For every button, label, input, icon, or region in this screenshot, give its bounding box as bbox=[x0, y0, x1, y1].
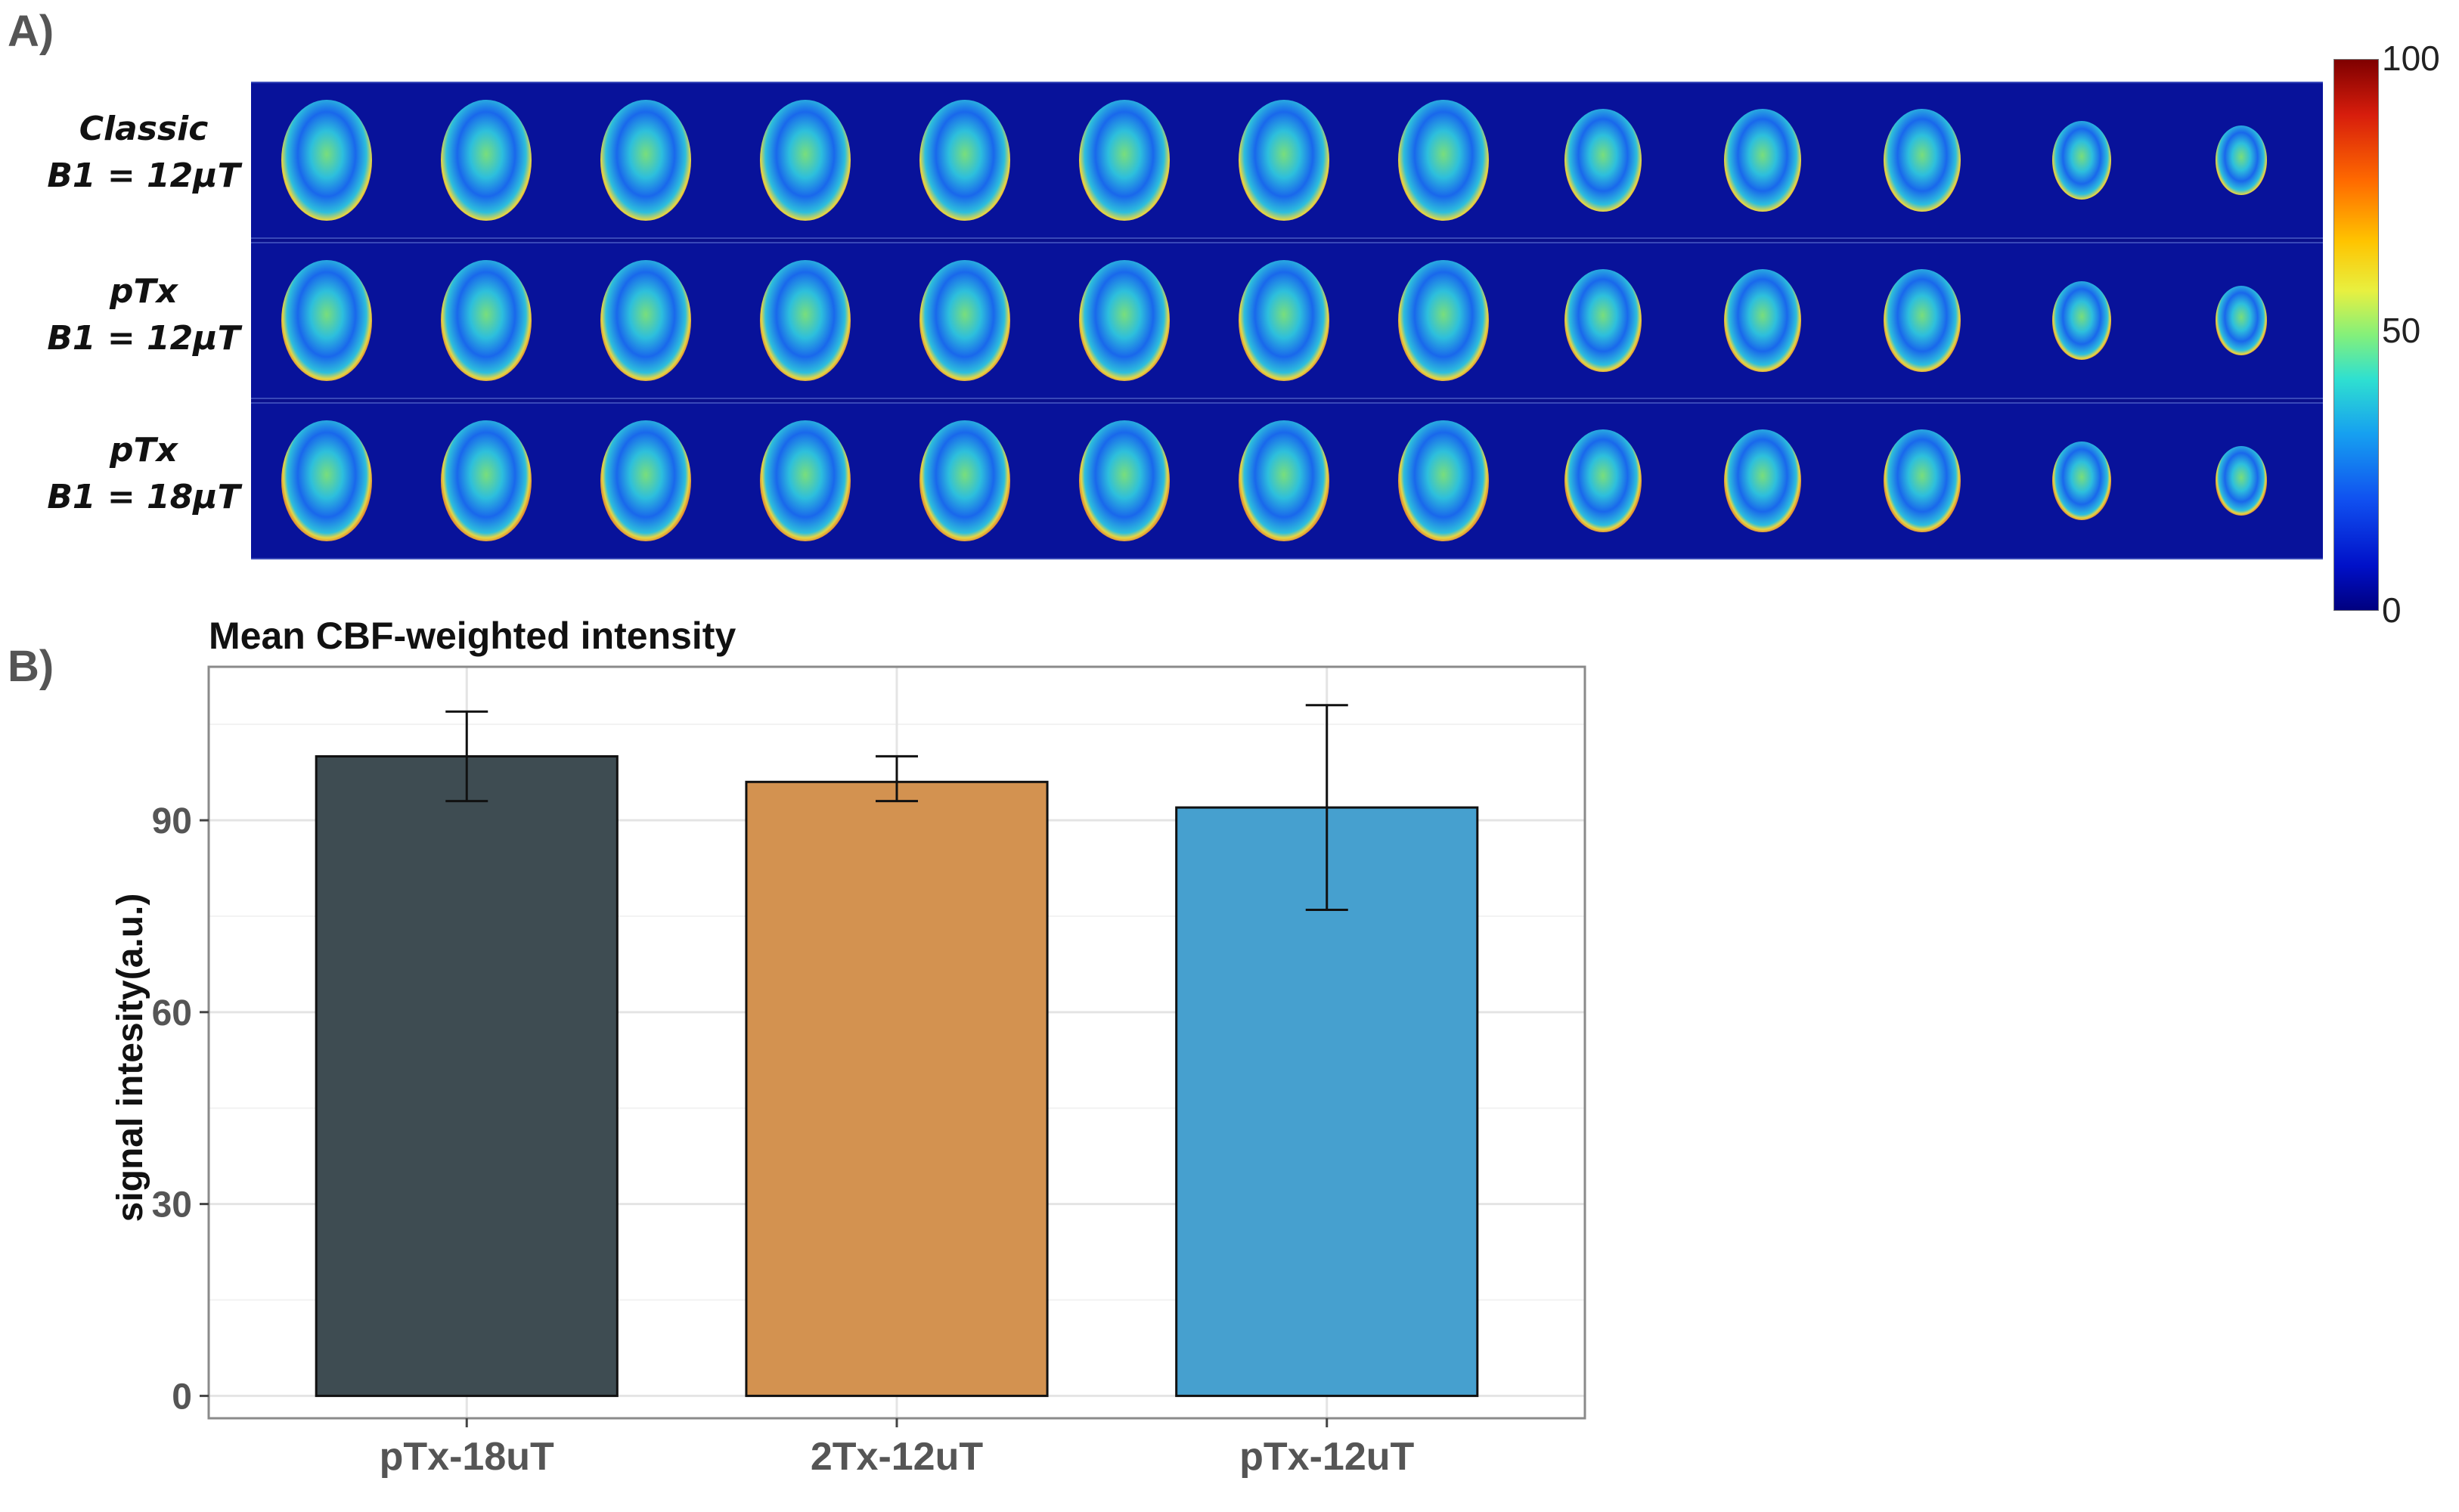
brain-slice bbox=[1239, 100, 1329, 221]
brain-slice bbox=[760, 100, 851, 221]
colorbar-mid-label: 50 bbox=[2382, 311, 2421, 350]
row-label-line2: B1 = 12μT bbox=[47, 156, 240, 195]
brain-slice bbox=[2052, 121, 2111, 200]
brain-slice bbox=[1079, 420, 1170, 541]
row-label-ptx-18: pTx B1 = 18μT bbox=[30, 427, 257, 521]
panel-b-label: B) bbox=[8, 642, 54, 691]
brain-slice bbox=[600, 420, 691, 541]
brain-slice bbox=[2052, 442, 2111, 520]
brain-slice bbox=[1884, 269, 1961, 372]
brain-slice bbox=[1398, 420, 1489, 541]
row-label-line1: Classic bbox=[79, 110, 209, 148]
x-tick-label: pTx-12uT bbox=[1239, 1435, 1414, 1479]
brain-slice bbox=[1564, 269, 1642, 372]
map-row-ptx-12 bbox=[251, 242, 2323, 399]
row-label-line1: pTx bbox=[110, 272, 178, 311]
map-row-ptx-18 bbox=[251, 402, 2323, 559]
brain-slice bbox=[1079, 100, 1170, 221]
brain-slice bbox=[1884, 429, 1961, 532]
brain-slice bbox=[760, 260, 851, 381]
brain-slice bbox=[919, 260, 1010, 381]
row-label-line2: B1 = 18μT bbox=[47, 478, 240, 516]
brain-slice bbox=[600, 260, 691, 381]
y-tick-label: 30 bbox=[152, 1185, 192, 1225]
brain-slice bbox=[600, 100, 691, 221]
chart-title: Mean CBF-weighted intensity bbox=[209, 615, 736, 657]
brain-slice bbox=[2215, 446, 2268, 516]
brain-slice bbox=[1398, 260, 1489, 381]
brain-slice bbox=[760, 420, 851, 541]
brain-slice bbox=[1884, 109, 1961, 212]
brain-slice bbox=[281, 260, 372, 381]
brain-slice bbox=[1564, 109, 1642, 212]
brain-slice bbox=[1724, 269, 1801, 372]
y-tick-label: 0 bbox=[172, 1377, 192, 1417]
brain-slice bbox=[919, 100, 1010, 221]
colorbar-max-label: 100 bbox=[2382, 39, 2440, 78]
perfusion-map-strip bbox=[251, 82, 2323, 559]
brain-slice bbox=[1239, 420, 1329, 541]
brain-slice bbox=[1398, 100, 1489, 221]
x-tick-label: 2Tx-12uT bbox=[811, 1435, 984, 1479]
row-label-line2: B1 = 12μT bbox=[47, 319, 240, 358]
brain-slice bbox=[2215, 286, 2268, 355]
bar-2Tx-12uT bbox=[745, 780, 1049, 1397]
brain-slice bbox=[1079, 260, 1170, 381]
brain-slice bbox=[2052, 281, 2111, 360]
x-tick-label: pTx-18uT bbox=[380, 1435, 554, 1479]
brain-slice bbox=[441, 100, 532, 221]
brain-slice bbox=[1724, 109, 1801, 212]
panel-a-label: A) bbox=[8, 7, 54, 56]
brain-slice bbox=[441, 420, 532, 541]
y-tick-label: 90 bbox=[152, 801, 192, 841]
y-axis-label: signal intesity(a.u.) bbox=[110, 894, 150, 1222]
map-row-classic-12 bbox=[251, 82, 2323, 239]
brain-slice bbox=[1724, 429, 1801, 532]
row-label-classic-12: Classic B1 = 12μT bbox=[30, 106, 257, 200]
brain-slice bbox=[1239, 260, 1329, 381]
bar-pTx-18uT bbox=[315, 754, 619, 1397]
brain-slice bbox=[919, 420, 1010, 541]
y-tick-label: 60 bbox=[152, 993, 192, 1033]
brain-slice bbox=[1564, 429, 1642, 532]
brain-slice bbox=[281, 100, 372, 221]
brain-slice bbox=[441, 260, 532, 381]
colorbar-min-label: 0 bbox=[2382, 590, 2402, 630]
row-label-ptx-12: pTx B1 = 12μT bbox=[30, 268, 257, 362]
colorbar bbox=[2333, 59, 2379, 611]
row-label-line1: pTx bbox=[110, 431, 178, 469]
brain-slice bbox=[2215, 125, 2268, 195]
brain-slice bbox=[281, 420, 372, 541]
